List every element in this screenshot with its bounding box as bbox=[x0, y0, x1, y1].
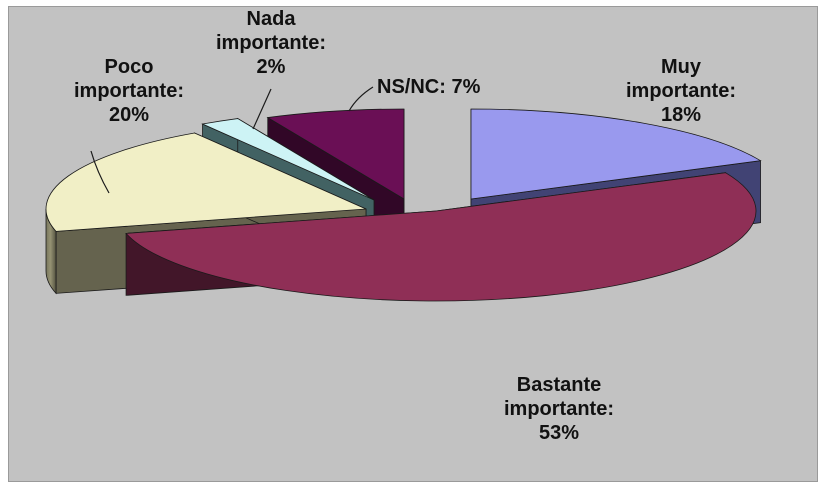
chart-area: Muy importante: 18% Bastante importante: 53% P… bbox=[8, 6, 818, 482]
label-poco: Poco importante: 20% bbox=[74, 56, 184, 126]
label-muy: Muy importante: 18% bbox=[626, 56, 736, 126]
label-nsnc: NS/NC: 7% bbox=[377, 76, 481, 98]
label-bastante: Bastante importante: 53% bbox=[504, 374, 614, 444]
label-nada: Nada importante: 2% bbox=[216, 8, 326, 78]
pie-slice-bastante bbox=[125, 172, 757, 302]
leader-line-poco bbox=[90, 150, 110, 194]
leader-line-nsnc bbox=[348, 86, 374, 112]
pie-chart: Muy importante: 18% Bastante importante: 53% P… bbox=[45, 8, 762, 444]
leader-line-nada bbox=[252, 88, 272, 130]
